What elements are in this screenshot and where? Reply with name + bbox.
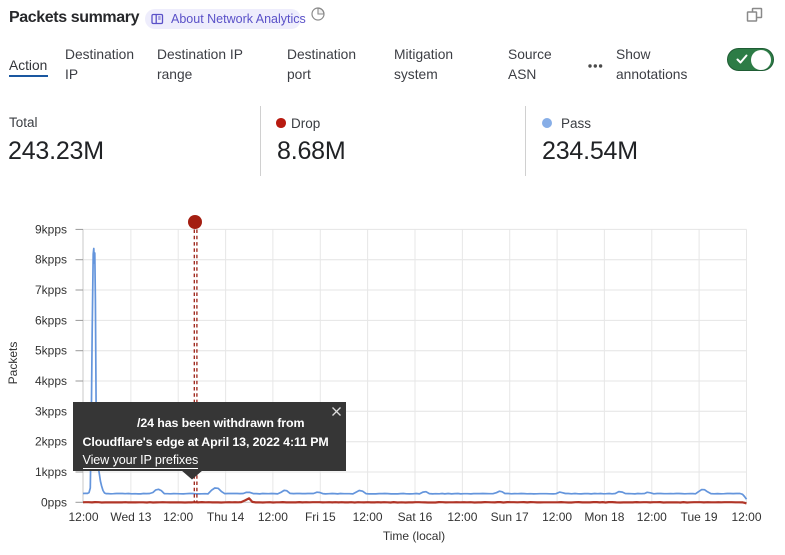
svg-text:12:00: 12:00	[258, 510, 288, 524]
svg-text:Wed 13: Wed 13	[110, 510, 151, 524]
svg-text:Time (local): Time (local)	[383, 529, 445, 543]
svg-text:Sun 17: Sun 17	[491, 510, 529, 524]
svg-text:12:00: 12:00	[68, 510, 98, 524]
svg-text:4kpps: 4kpps	[35, 374, 67, 388]
svg-text:Thu 14: Thu 14	[207, 510, 245, 524]
svg-text:12:00: 12:00	[637, 510, 667, 524]
svg-text:12:00: 12:00	[542, 510, 572, 524]
svg-text:Packets: Packets	[6, 342, 20, 385]
svg-text:12:00: 12:00	[353, 510, 383, 524]
svg-text:12:00: 12:00	[447, 510, 477, 524]
svg-text:Fri 15: Fri 15	[305, 510, 336, 524]
svg-text:12:00: 12:00	[163, 510, 193, 524]
svg-text:1kpps: 1kpps	[35, 465, 67, 479]
svg-text:6kpps: 6kpps	[35, 313, 67, 327]
svg-text:12:00: 12:00	[731, 510, 761, 524]
svg-text:5kpps: 5kpps	[35, 344, 67, 358]
svg-text:2kpps: 2kpps	[35, 435, 67, 449]
svg-text:7kpps: 7kpps	[35, 283, 67, 297]
svg-text:8kpps: 8kpps	[35, 253, 67, 267]
svg-text:9kpps: 9kpps	[35, 222, 67, 236]
svg-text:3kpps: 3kpps	[35, 404, 67, 418]
svg-text:Sat 16: Sat 16	[398, 510, 433, 524]
svg-text:Tue 19: Tue 19	[681, 510, 718, 524]
svg-text:Mon 18: Mon 18	[584, 510, 624, 524]
svg-text:0pps: 0pps	[41, 495, 67, 509]
